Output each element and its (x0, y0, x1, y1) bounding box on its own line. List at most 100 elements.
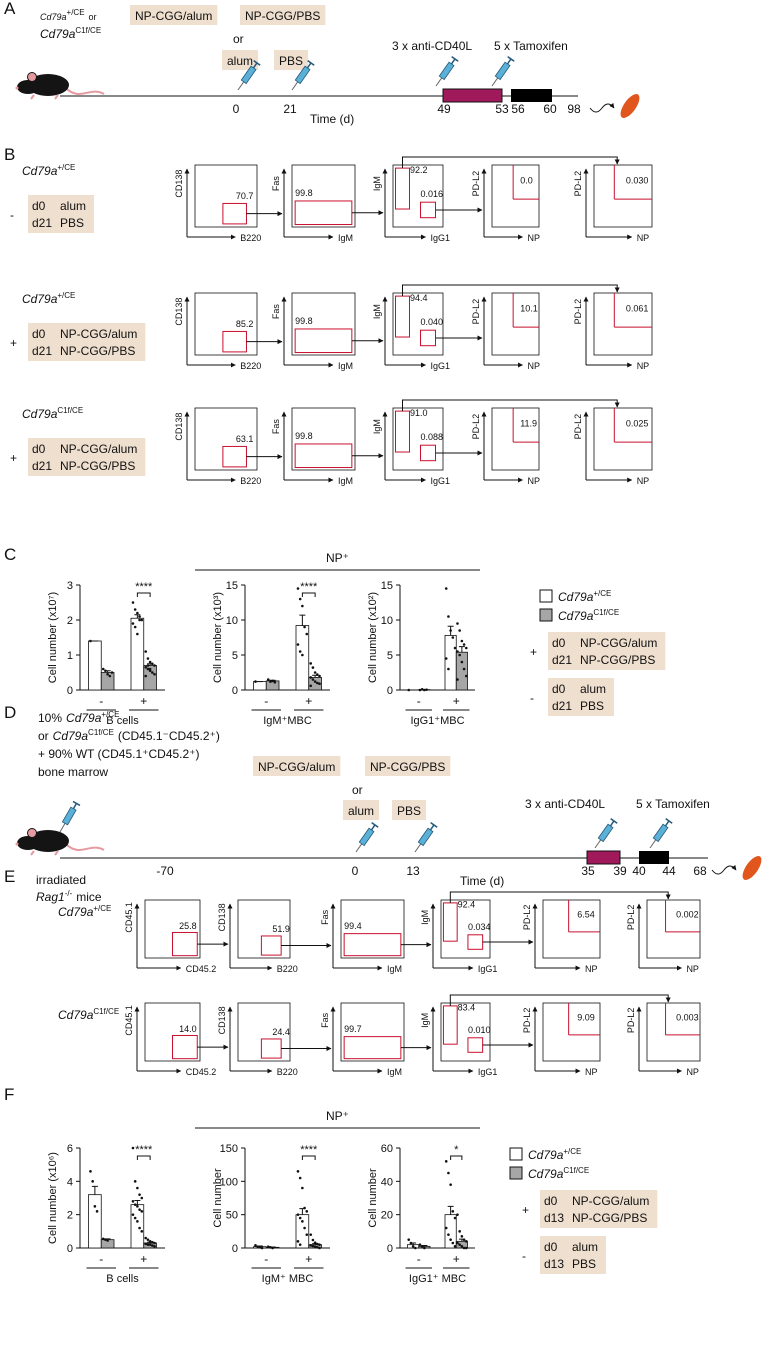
plunger-cap (507, 56, 515, 62)
gate-frequency: 0.003 (676, 1012, 699, 1022)
x-tick-label: + (140, 1252, 147, 1266)
data-point (453, 1245, 457, 1248)
gate-frequency: 0.034 (468, 922, 491, 932)
data-point (136, 632, 139, 636)
event-dot (399, 290, 400, 291)
event-dot (337, 948, 338, 949)
regimen-day: d21 (552, 653, 572, 667)
regimen-day: d0 (32, 442, 46, 456)
y-axis-label: Fas (271, 304, 281, 320)
gate-frequency: 99.7 (344, 1024, 362, 1034)
data-point (106, 1239, 109, 1242)
gate-frequency: 0.040 (421, 317, 444, 327)
x-axis-label: IgM⁺ MBC (262, 1273, 314, 1285)
x-axis-label: IgG1 (478, 1067, 498, 1077)
significance: **** (135, 581, 153, 593)
regimen-treatment: PBS (572, 1257, 596, 1271)
error-bar (458, 646, 465, 653)
plot-frame (491, 164, 540, 228)
data-point (447, 1233, 450, 1236)
timeline-tick-label: 60 (543, 102, 557, 116)
event-dot (446, 1001, 447, 1002)
regimen-box (28, 323, 146, 361)
regimen-sign: + (10, 336, 17, 350)
allele: C1f/CE (593, 608, 619, 617)
y-tick-label: 2 (67, 615, 73, 627)
y-tick-label: 15 (381, 580, 393, 592)
gate-arrow (449, 891, 671, 903)
regimen-day: d13 (544, 1257, 564, 1271)
recipient-line: Rag1-/- mice (36, 889, 102, 904)
timeline-tick-label: 56 (511, 102, 525, 116)
gate-frequency: 94.4 (410, 293, 428, 303)
data-point (318, 674, 321, 678)
data-point (148, 1243, 152, 1246)
genotype: Cd79aC1f/CE (528, 1166, 589, 1181)
tamoxifen-period (639, 851, 669, 864)
significance-bracket (136, 592, 151, 597)
box-label: PBS (279, 54, 303, 68)
regimen-day: d0 (544, 1240, 558, 1254)
data-point (144, 650, 148, 653)
data-point (146, 657, 150, 660)
genotype: Cd79aC1f/CE (58, 1007, 119, 1022)
y-axis-label: CD138 (174, 413, 184, 441)
data-point (298, 1243, 302, 1246)
event-dot (399, 287, 400, 288)
data-point (140, 1230, 144, 1233)
panel-label: C (4, 545, 16, 564)
regimen-sign: - (10, 208, 14, 222)
y-axis-label: Cell number (x10⁶) (47, 1152, 59, 1244)
label-box (130, 5, 218, 25)
data-point (418, 1243, 422, 1246)
data-point (138, 618, 141, 622)
x-tick-label: - (417, 1252, 421, 1266)
regimen-day: d21 (32, 216, 52, 230)
y-axis-label: CD138 (174, 298, 184, 326)
panel-label: F (4, 1085, 14, 1104)
event-dot (142, 902, 144, 904)
spleen (620, 94, 640, 118)
data-point (153, 672, 156, 676)
x-axis-label: IgG1 (431, 361, 451, 371)
regimen-treatment: NP-CGG/alum (572, 1194, 649, 1208)
regimen-box (28, 195, 95, 233)
data-point (271, 1246, 274, 1250)
data-point (146, 667, 150, 671)
label-box (365, 756, 451, 776)
significance: **** (135, 1144, 153, 1156)
x-axis-label: B220 (277, 964, 298, 974)
gate-frequency: 0.016 (421, 189, 444, 199)
gate (222, 445, 247, 468)
data-point (298, 1216, 302, 1220)
data-point (309, 1244, 313, 1247)
x-axis-label: NP (637, 233, 650, 243)
x-axis-label: IgG1 (431, 233, 451, 243)
timeline-tick-label: 68 (693, 864, 707, 878)
regimen-sign: - (530, 691, 534, 705)
x-axis-label: B220 (240, 361, 261, 371)
gate (222, 330, 247, 353)
gene-name: Cd79a (22, 292, 58, 306)
y-axis-label: Fas (320, 1012, 330, 1028)
x-axis-label: B220 (240, 233, 261, 243)
plot-frame (593, 407, 653, 471)
data-point (269, 680, 272, 683)
data-point (144, 674, 148, 678)
event-dot (142, 1022, 144, 1024)
syringe (237, 60, 261, 91)
y-tick-label: 0 (67, 1243, 73, 1255)
data-point (313, 1241, 317, 1244)
data-point (133, 1216, 137, 1220)
data-point (444, 1160, 448, 1163)
x-axis-label: IgG1 (431, 476, 451, 486)
y-axis-label: IgM (420, 910, 430, 925)
data-point (449, 1238, 452, 1241)
gate-frequency: 0.025 (626, 419, 649, 429)
regimen-day: d0 (552, 682, 566, 696)
gate (222, 202, 247, 225)
event-dot (401, 158, 402, 159)
data-point (425, 688, 428, 691)
y-axis-label: PD-L2 (471, 171, 481, 197)
syringe (649, 818, 673, 849)
